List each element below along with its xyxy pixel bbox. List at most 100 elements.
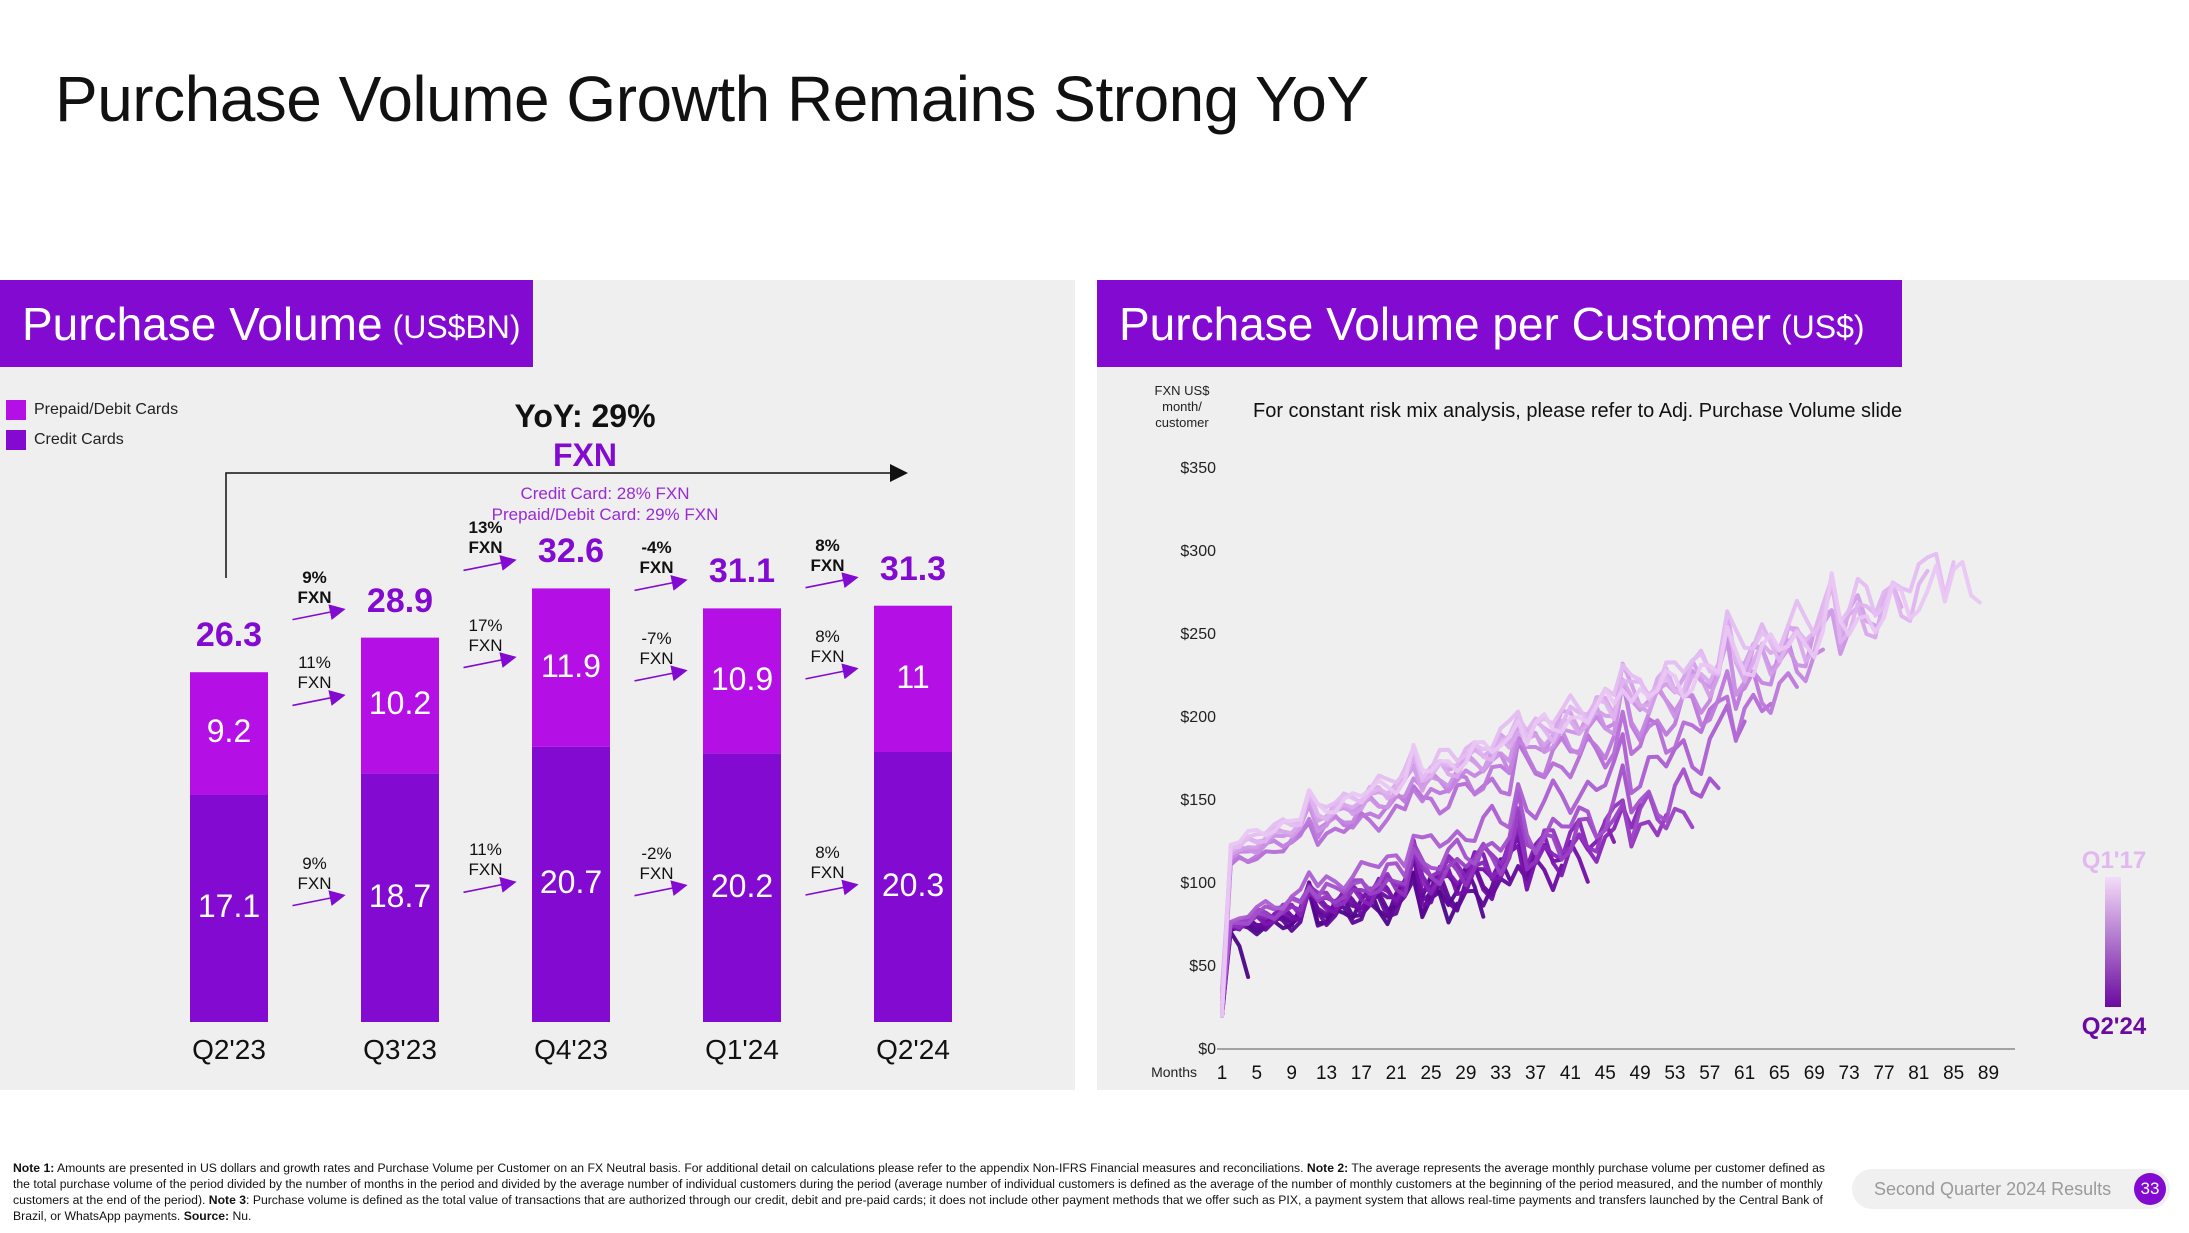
growth-prepaid-0: 11% FXN (297, 653, 332, 693)
bar-prepaid-0 (190, 672, 268, 795)
bar-prepaid-value-1: 10.2 (368, 685, 432, 722)
bar-total-4: 31.3 (879, 549, 947, 588)
page-number: 33 (2134, 1173, 2166, 1205)
legend-swatch-credit (6, 430, 26, 450)
category-label-2: Q4'23 (534, 1034, 608, 1065)
growth-credit-0-arrow (292, 890, 346, 907)
x-tick-8: 33 (1490, 1063, 1511, 1084)
gradient-legend-top: Q1'17 (2081, 847, 2147, 874)
bar-prepaid-4 (874, 605, 952, 753)
growth-total-3-arrow (805, 572, 859, 589)
cohort-line-8 (1220, 692, 1773, 1018)
y-tick-4: $200 (1180, 709, 1216, 726)
cohort-line-3 (1220, 582, 1904, 993)
bar-credit-value-2: 20.7 (539, 864, 603, 901)
bar-credit-value-3: 20.2 (710, 867, 774, 904)
purchase-volume-bar-chart (190, 464, 952, 1022)
x-tick-4: 17 (1351, 1063, 1372, 1084)
x-tick-9: 37 (1525, 1063, 1546, 1084)
x-tick-3: 13 (1316, 1063, 1337, 1084)
x-tick-21: 85 (1943, 1063, 1964, 1084)
purchase-volume-title: Purchase Volume (22, 297, 383, 350)
yoy-headline: YoY: 29% (514, 398, 656, 434)
y-tick-1: $50 (1189, 958, 1216, 975)
purchase-volume-header: Purchase Volume (US$BN) (0, 280, 533, 367)
category-label-1: Q3'23 (363, 1034, 437, 1065)
growth-prepaid-2: -7% FXN (639, 628, 674, 668)
x-tick-5: 21 (1386, 1063, 1407, 1084)
bar-credit-2 (532, 746, 610, 1022)
bar-prepaid-3 (703, 608, 781, 754)
x-tick-1: 5 (1252, 1063, 1263, 1084)
x-tick-22: 89 (1978, 1063, 1999, 1084)
growth-prepaid-3-arrow (805, 663, 859, 680)
bar-prepaid-1 (361, 637, 439, 774)
y-unit-label: FXN US$ month/ customer (1154, 383, 1210, 430)
footer-pill: Second Quarter 2024 Results 33 (1852, 1169, 2170, 1209)
purchase-volume-panel: Purchase Volume (US$BN) Prepaid/Debit Ca… (0, 280, 1075, 1090)
growth-prepaid-3: 8% FXN (810, 626, 845, 666)
growth-credit-3: 8% FXN (810, 843, 845, 882)
cohort-line-12 (1220, 798, 1669, 1018)
bar-total-3: 31.1 (708, 552, 776, 591)
x-tick-14: 57 (1699, 1063, 1720, 1084)
growth-total-2-arrow (634, 575, 688, 592)
x-tick-18: 73 (1839, 1063, 1860, 1084)
y-tick-5: $250 (1180, 626, 1216, 643)
x-tick-10: 41 (1560, 1063, 1581, 1084)
growth-total-0-arrow (292, 604, 346, 621)
growth-prepaid-1: 17% FXN (468, 615, 503, 655)
bar-credit-value-0: 17.1 (197, 888, 261, 925)
gradient-legend-bottom: Q2'24 (2081, 1013, 2147, 1040)
cohort-line-0 (1220, 560, 1982, 1018)
bar-credit-3 (703, 753, 781, 1022)
y-tick-0: $0 (1198, 1041, 1216, 1058)
legend-label-prepaid: Prepaid/Debit Cards (34, 401, 179, 418)
purchase-volume-legend: Prepaid/Debit Cards Credit Cards (6, 395, 178, 455)
x-tick-13: 53 (1664, 1063, 1685, 1084)
growth-total-0: 9% FXN (297, 567, 332, 607)
constant-risk-note: For constant risk mix analysis, please r… (1253, 400, 1903, 422)
bar-prepaid-2 (532, 588, 610, 747)
growth-prepaid-2-arrow (634, 665, 688, 682)
legend-label-credit: Credit Cards (34, 431, 124, 448)
pv-per-customer-unit: (US$) (1780, 309, 1865, 345)
growth-prepaid-1-arrow (463, 652, 517, 669)
category-label-3: Q1'24 (705, 1034, 779, 1065)
x-tick-12: 49 (1630, 1063, 1651, 1084)
category-label-0: Q2'23 (192, 1034, 266, 1065)
source-label: Source: (183, 1209, 230, 1223)
growth-credit-3-arrow (805, 879, 859, 896)
growth-credit-1: 11% FXN (468, 840, 503, 880)
growth-total-2: -4% FXN (639, 538, 674, 578)
pv-per-customer-title: Purchase Volume per Customer (1119, 297, 1771, 350)
bar-credit-value-4: 20.3 (881, 867, 945, 903)
bar-credit-value-1: 18.7 (368, 877, 432, 914)
x-tick-15: 61 (1734, 1063, 1755, 1084)
bar-total-0: 26.3 (195, 616, 263, 655)
x-tick-19: 77 (1873, 1063, 1894, 1084)
note3-label: Note 3 (208, 1193, 247, 1207)
note2-label: Note 2: (1306, 1161, 1349, 1175)
footnotes: Note 1: Amounts are presented in US doll… (13, 1160, 1833, 1224)
cohort-line-10 (1220, 763, 1721, 1002)
footer-text: Second Quarter 2024 Results (1874, 1178, 2112, 1199)
growth-total-1-arrow (463, 555, 517, 572)
growth-prepaid-0-arrow (292, 690, 346, 707)
credit-card-growth: Credit Card: 28% FXN (520, 484, 690, 503)
bar-prepaid-value-2: 11.9 (541, 647, 601, 684)
growth-credit-1-arrow (463, 877, 517, 894)
y-tick-2: $100 (1180, 875, 1216, 892)
pv-per-customer-header: Purchase Volume per Customer (US$) (1097, 280, 1902, 367)
note1-label: Note 1: (13, 1161, 55, 1175)
purchase-volume-unit: (US$BN) (392, 309, 521, 345)
x-tick-6: 25 (1420, 1063, 1441, 1084)
note3-text: : Purchase volume is defined as the tota… (13, 1193, 1823, 1223)
legend-item-prepaid: Prepaid/Debit Cards (6, 395, 178, 425)
x-axis-label: Months (1151, 1064, 1197, 1080)
bar-total-2: 32.6 (537, 532, 605, 571)
y-tick-6: $300 (1180, 543, 1216, 560)
y-tick-3: $150 (1180, 792, 1216, 809)
bar-credit-1 (361, 773, 439, 1022)
source-text: Nu. (229, 1209, 252, 1223)
